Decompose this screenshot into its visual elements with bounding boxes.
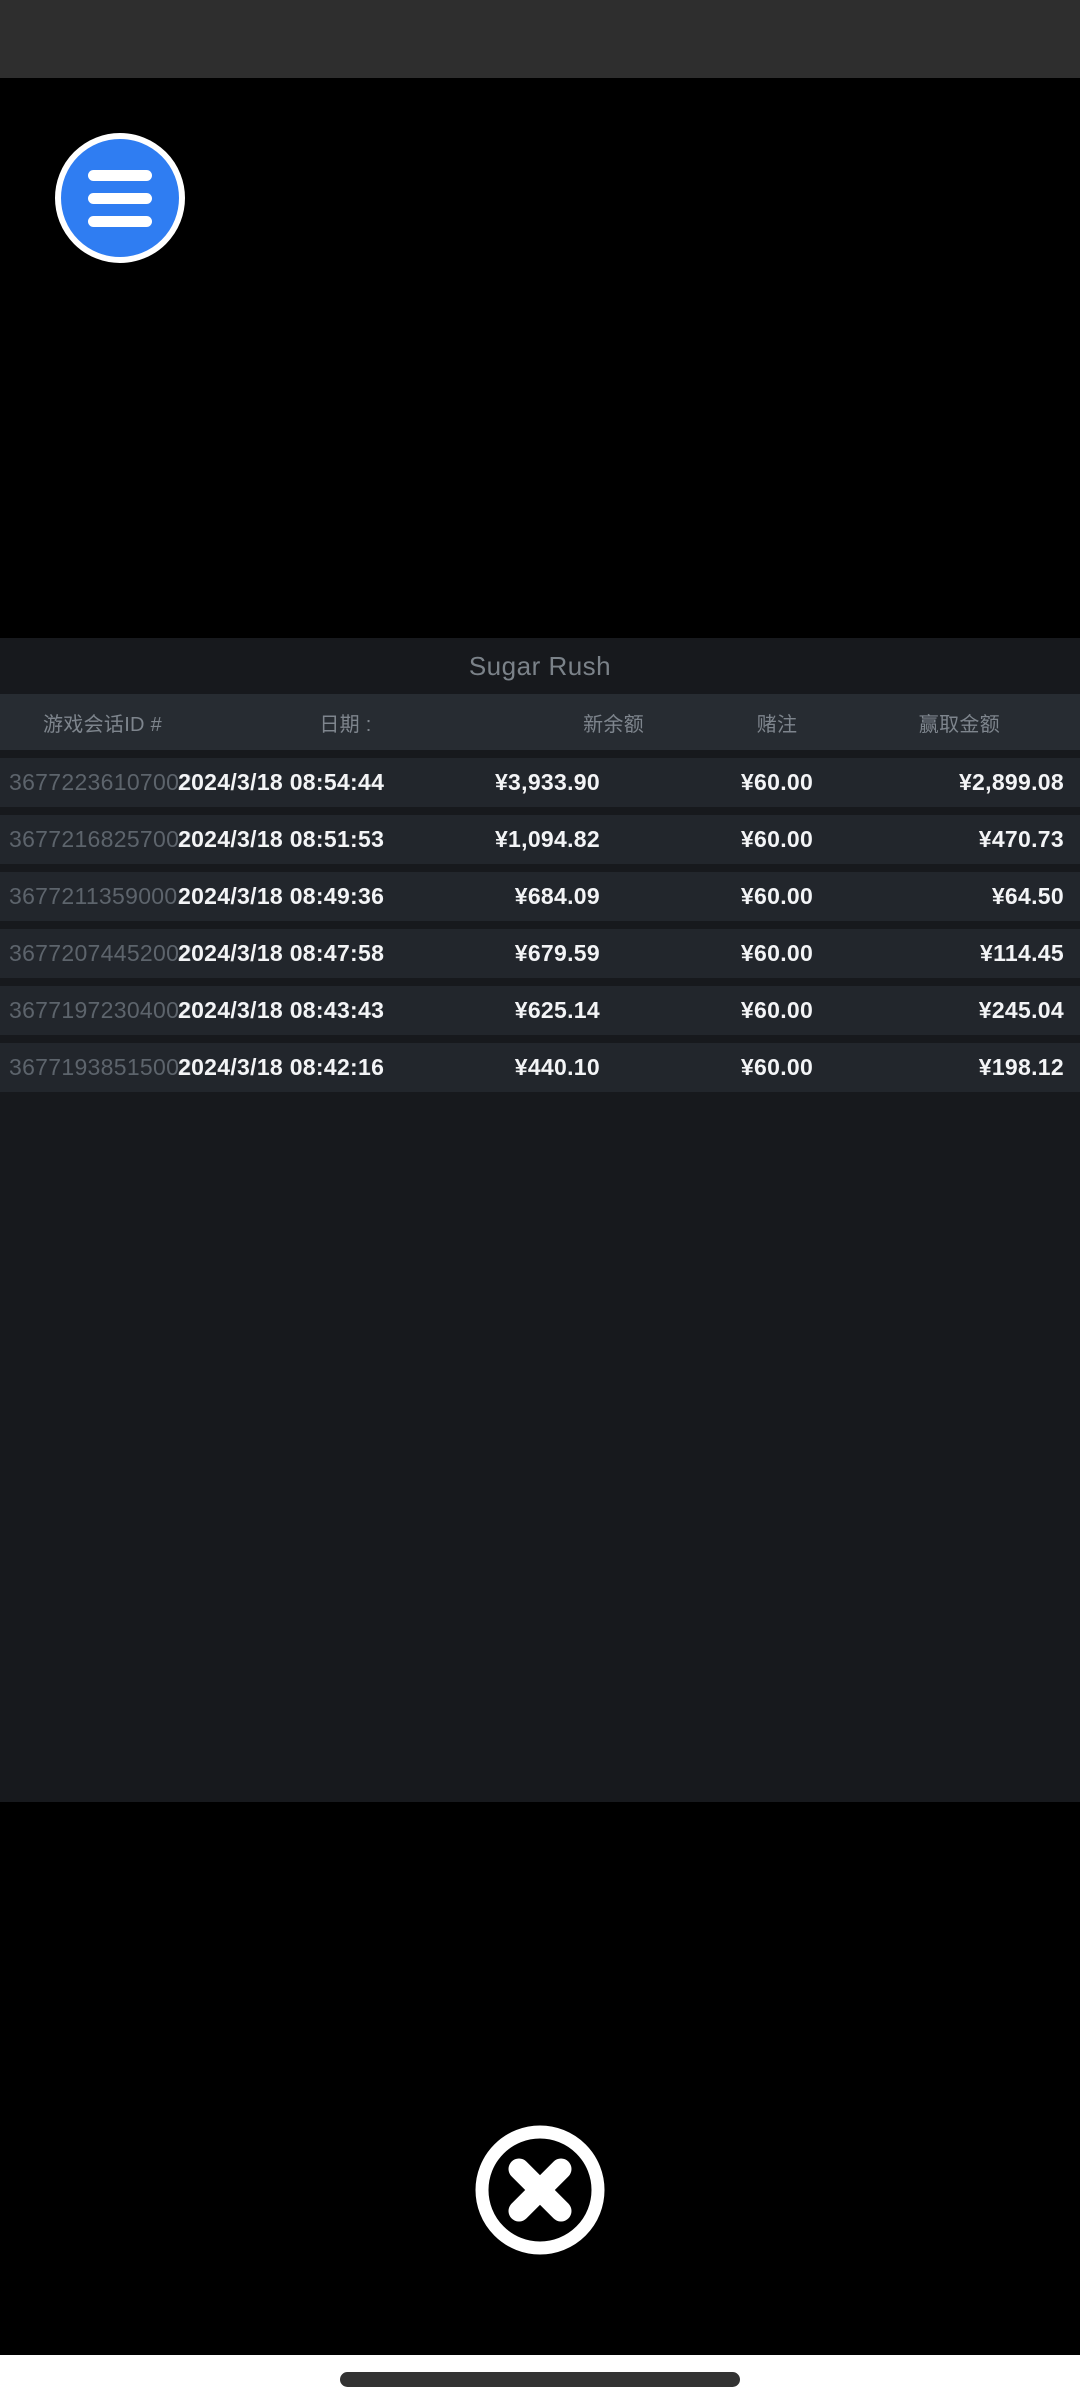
cell-win-amount: ¥245.04	[978, 997, 1064, 1023]
cell-bet: ¥60.00	[740, 826, 814, 852]
cell-win-amount: ¥2,899.08	[958, 769, 1064, 795]
table-row: 36772168257002 2024/3/18 08:51:53 ¥1,094…	[0, 815, 1080, 864]
cell-date: 2024/3/18 08:54:44	[178, 769, 385, 795]
cell-new-balance: ¥679.59	[514, 940, 600, 966]
cell-new-balance: ¥3,933.90	[494, 769, 600, 795]
cell-win-amount: ¥198.12	[978, 1054, 1064, 1080]
column-header-win-amount: 赢取金额	[918, 713, 1000, 736]
cell-session-id: 36772168257002	[9, 826, 193, 852]
cell-win-amount: ¥114.45	[980, 940, 1064, 966]
cell-date: 2024/3/18 08:51:53	[178, 826, 385, 852]
close-button[interactable]	[475, 2125, 605, 2255]
cell-bet: ¥60.00	[740, 769, 814, 795]
cell-session-id: 36771938515002	[9, 1054, 193, 1080]
cell-bet: ¥60.00	[740, 883, 814, 909]
table-row: 36772074452002 2024/3/18 08:47:58 ¥679.5…	[0, 929, 1080, 978]
column-header-session-id: 游戏会话ID #	[43, 713, 163, 736]
menu-button[interactable]	[55, 133, 185, 263]
panel-title: Sugar Rush	[468, 650, 612, 681]
table-body: 36772236107002 2024/3/18 08:54:44 ¥3,933…	[0, 758, 1080, 1092]
table-row: 36771938515002 2024/3/18 08:42:16 ¥440.1…	[0, 1043, 1080, 1092]
close-icon	[475, 2125, 605, 2255]
hamburger-icon	[88, 169, 152, 227]
column-header-date: 日期 :	[319, 713, 372, 736]
cell-session-id: 36772074452002	[9, 940, 193, 966]
cell-new-balance: ¥440.10	[514, 1054, 600, 1080]
cell-new-balance: ¥1,094.82	[494, 826, 600, 852]
cell-session-id: 36772113590002	[9, 883, 191, 909]
system-navigation-bar	[0, 2355, 1080, 2400]
column-header-new-balance: 新余额	[583, 713, 644, 736]
cell-new-balance: ¥625.14	[514, 997, 600, 1023]
table-row: 36771972304002 2024/3/18 08:43:43 ¥625.1…	[0, 986, 1080, 1035]
status-bar	[0, 0, 1080, 78]
cell-win-amount: ¥64.50	[991, 883, 1064, 909]
cell-session-id: 36771972304002	[9, 997, 193, 1023]
cell-new-balance: ¥684.09	[514, 883, 600, 909]
cell-bet: ¥60.00	[740, 997, 814, 1023]
cell-date: 2024/3/18 08:47:58	[178, 940, 385, 966]
table-header-row: 游戏会话ID # 日期 : 新余额 赌注 赢取金额	[0, 694, 1080, 750]
table-row: 36772113590002 2024/3/18 08:49:36 ¥684.0…	[0, 872, 1080, 921]
cell-session-id: 36772236107002	[9, 769, 193, 795]
home-indicator[interactable]	[340, 2372, 740, 2387]
cell-win-amount: ¥470.73	[978, 826, 1064, 852]
cell-bet: ¥60.00	[740, 940, 814, 966]
cell-date: 2024/3/18 08:42:16	[178, 1054, 385, 1080]
table-row: 36772236107002 2024/3/18 08:54:44 ¥3,933…	[0, 758, 1080, 807]
cell-date: 2024/3/18 08:49:36	[178, 883, 385, 909]
history-table: 游戏会话ID # 日期 : 新余额 赌注 赢取金额 36772236107002…	[0, 694, 1080, 1092]
cell-bet: ¥60.00	[740, 1054, 814, 1080]
cell-date: 2024/3/18 08:43:43	[178, 997, 385, 1023]
game-history-panel: Sugar Rush 游戏会话ID # 日期 : 新余额 赌注 赢取金额 367…	[0, 638, 1080, 1802]
column-header-bet: 赌注	[756, 713, 798, 736]
